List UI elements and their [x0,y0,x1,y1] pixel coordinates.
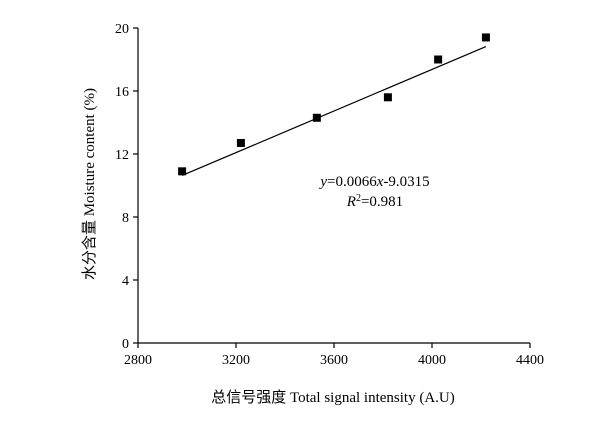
data-point [481,33,490,42]
data-point [178,167,187,176]
regression-line [181,46,487,177]
x-tick-label: 3600 [320,353,348,368]
x-tick-label: 4400 [516,353,544,368]
x-axis-title: 总信号强度 Total signal intensity (A.U) [211,389,455,406]
data-point [236,138,245,147]
data-point [434,55,443,64]
x-tick-label: 2800 [124,353,152,368]
y-tick-label: 20 [115,22,129,37]
data-points [178,33,490,176]
y-tick-label: 12 [115,148,129,163]
x-tick-label: 3200 [222,353,250,368]
regression-equation: y=0.0066x-9.0315 [318,174,429,190]
y-tick-label: 16 [115,85,129,100]
x-tick-label: 4000 [418,353,446,368]
r-squared-label: R2=0.981 [346,193,403,211]
y-axis-title: 水分含量 Moisture content (%) [81,88,98,280]
plot-area: 2800 3200 3600 4000 4400 0 4 8 12 16 20 [115,22,544,368]
y-tick-label: 8 [122,211,129,226]
y-tick-label: 4 [122,274,129,289]
data-point [383,93,392,102]
y-tick-label: 0 [122,337,129,352]
x-ticks: 2800 3200 3600 4000 4400 [124,343,544,368]
data-point [312,113,321,122]
y-ticks: 0 4 8 12 16 20 [115,22,138,352]
